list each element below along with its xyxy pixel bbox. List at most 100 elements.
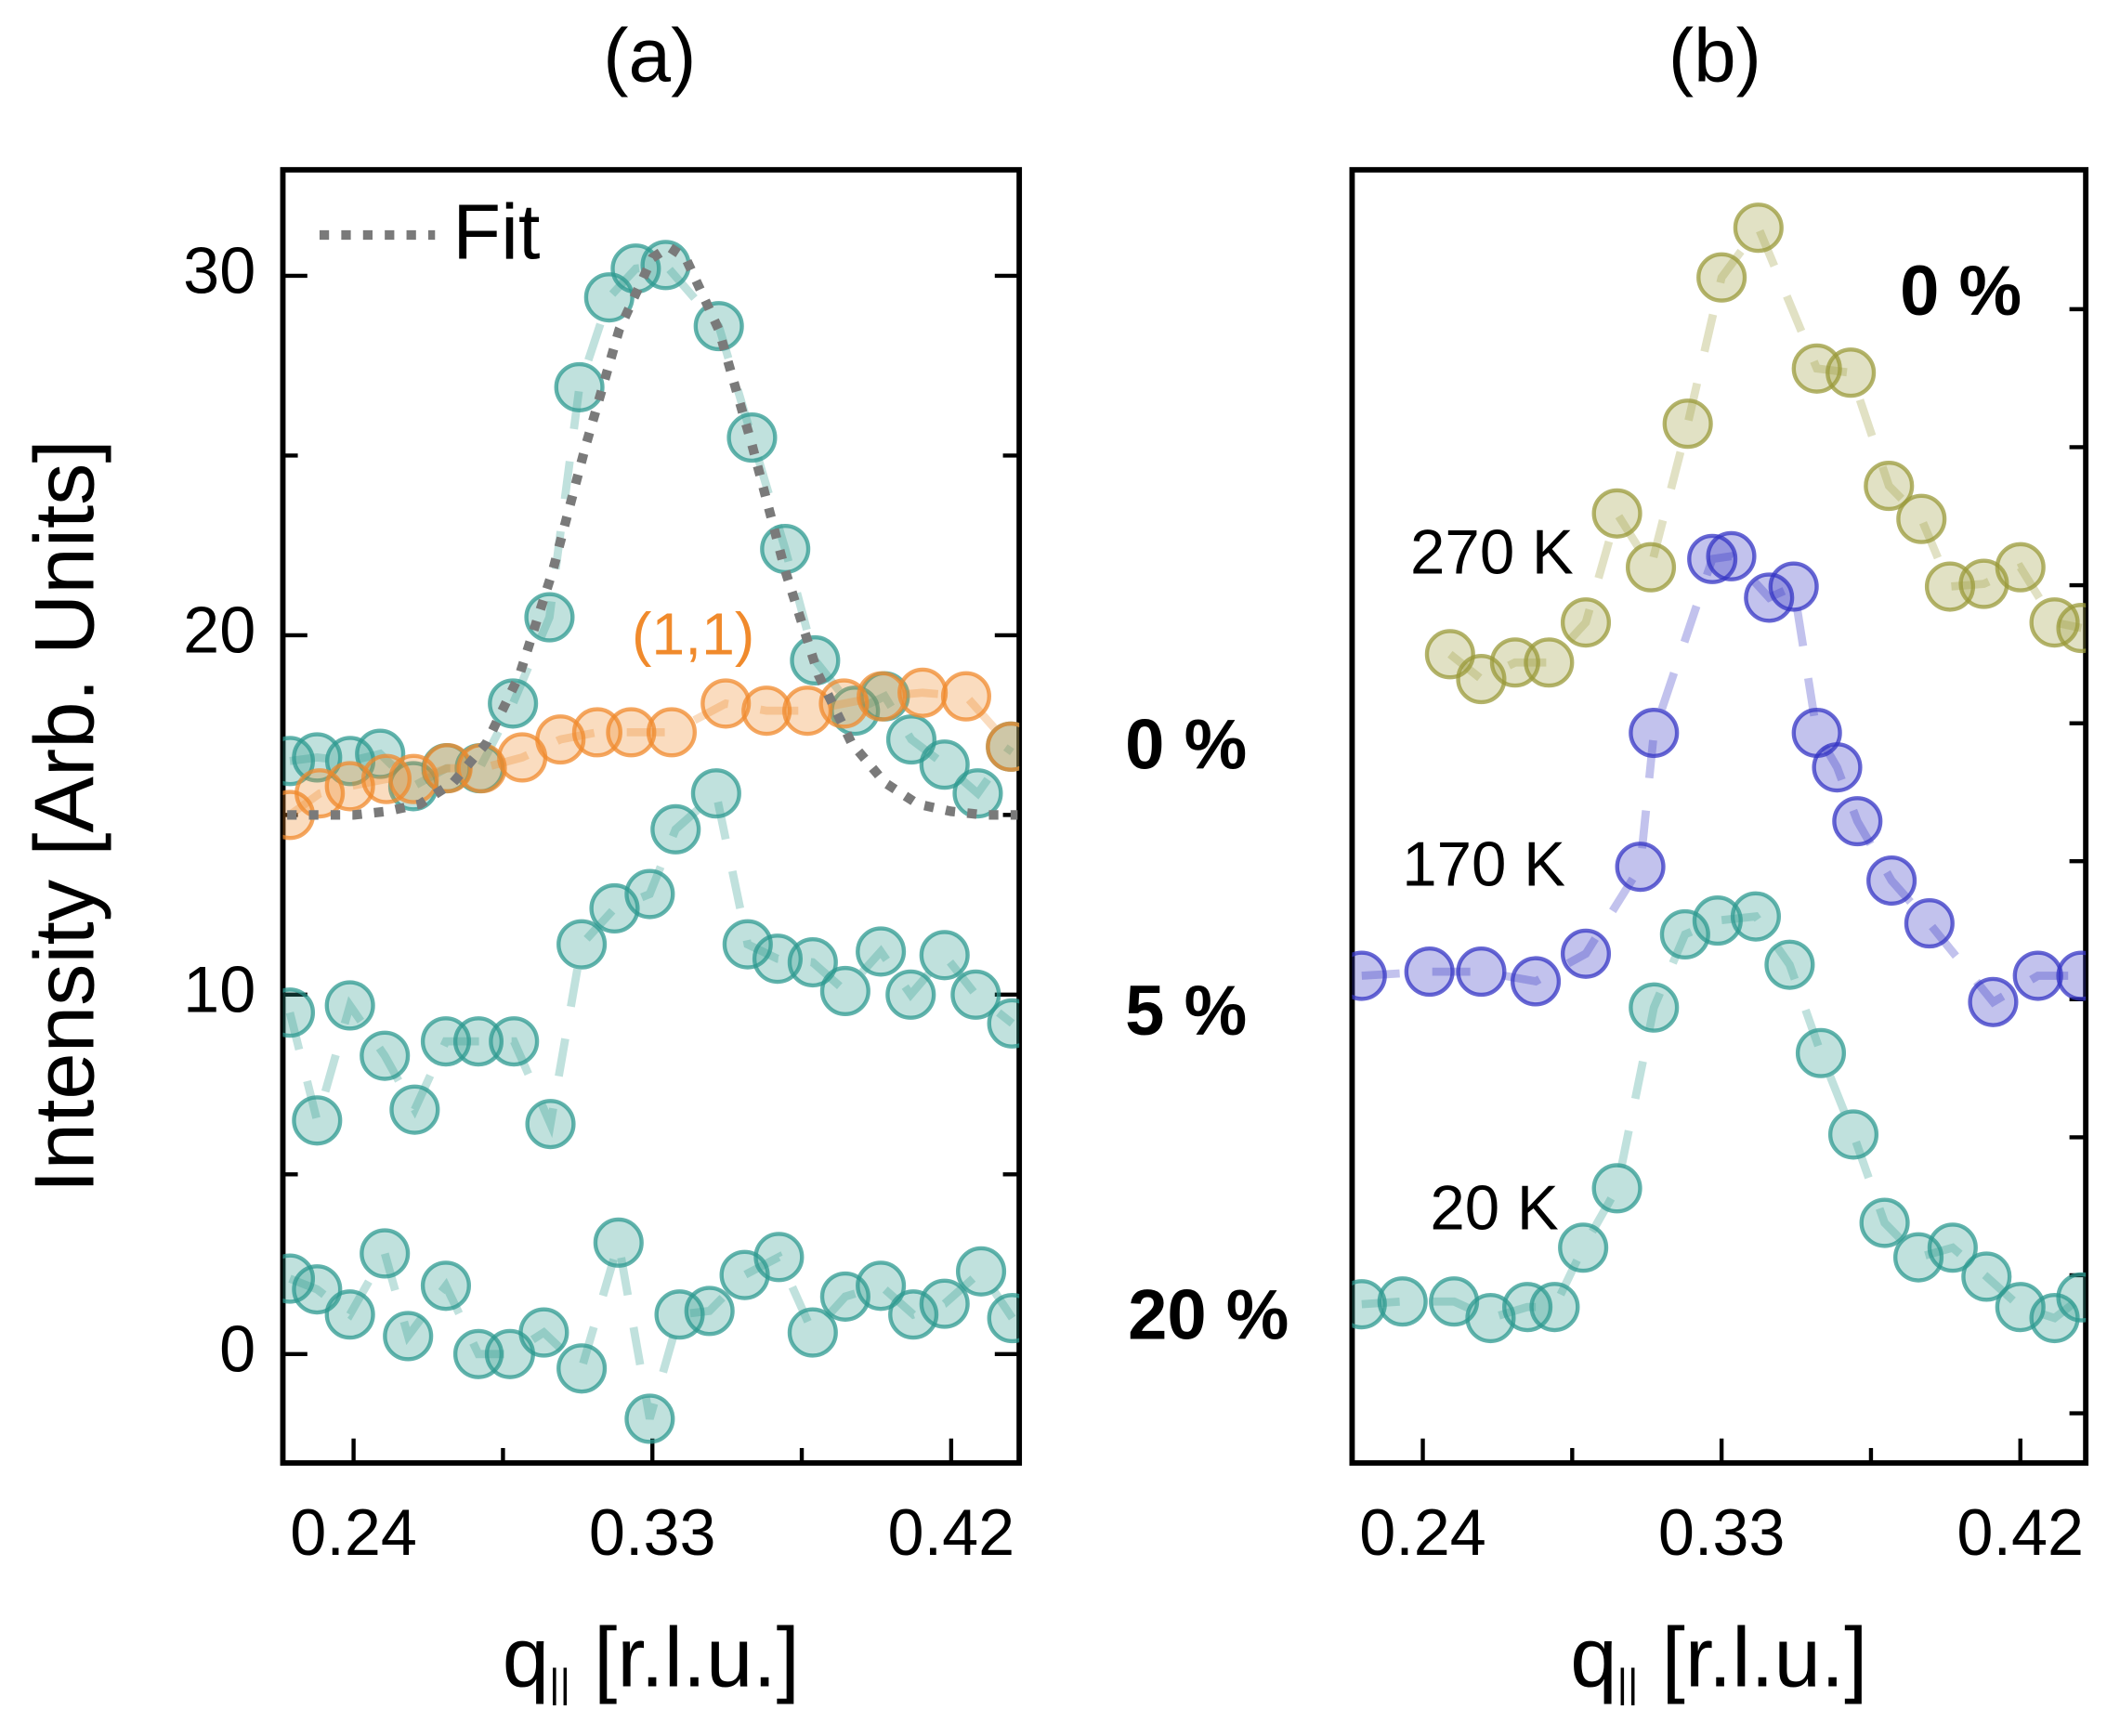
panel-title: (a) (603, 13, 696, 98)
data-point (1560, 597, 1612, 648)
data-point (1456, 946, 1507, 998)
data-point (897, 667, 949, 718)
data-point (1692, 895, 1743, 946)
data-point (1560, 928, 1612, 979)
data-point (700, 678, 752, 729)
y-axis-label: Intensity [Arb. Units] (18, 439, 111, 1193)
data-point (919, 1278, 970, 1329)
y-tick-label: 30 (183, 234, 255, 307)
data-point (292, 1264, 343, 1315)
data-point (1927, 1222, 1978, 1273)
x-label-main: q (1570, 1611, 1616, 1704)
data-point (1744, 572, 1795, 623)
data-point (646, 707, 698, 758)
data-point (1352, 1279, 1387, 1330)
data-point (857, 671, 908, 722)
data-point (1768, 561, 1819, 612)
data-point (1832, 796, 1883, 847)
data-point (1625, 542, 1677, 593)
data-point (885, 714, 937, 765)
data-point (1904, 898, 1955, 949)
data-point (593, 1217, 644, 1268)
series-label: (1,1) (632, 600, 754, 667)
data-point (383, 1311, 434, 1362)
data-point (987, 1293, 1020, 1344)
x-tick-label: 0.33 (1658, 1495, 1786, 1569)
data-point (919, 930, 970, 981)
panel-title: (b) (1669, 13, 1761, 98)
data-point (2056, 1272, 2087, 1323)
data-point (1696, 252, 1747, 303)
series-label: 0 % (1125, 705, 1247, 784)
series-line (1361, 552, 2082, 1008)
series-label: 20 K (1430, 1174, 1559, 1244)
data-point (2056, 603, 2087, 654)
x-axis-label: q|| [r.l.u.] (503, 1611, 800, 1705)
x-tick-label: 0.33 (589, 1495, 716, 1569)
series-line (288, 1241, 1016, 1420)
data-point (640, 240, 691, 291)
series-label: 270 K (1410, 517, 1574, 587)
data-point (1730, 891, 1782, 942)
data-point (1733, 202, 1784, 254)
data-point (1615, 842, 1666, 893)
data-point (360, 753, 412, 804)
data-point (1687, 533, 1738, 584)
data-point (324, 1289, 375, 1340)
data-point (1502, 1282, 1553, 1333)
data-point (1968, 976, 2019, 1027)
data-point (1866, 855, 1917, 907)
data-point (535, 714, 586, 765)
data-point (489, 1016, 540, 1067)
data-point (955, 1246, 1007, 1297)
series-label: 5 % (1125, 972, 1247, 1051)
data-point (294, 768, 346, 819)
data-point (624, 868, 675, 920)
data-point (722, 919, 773, 970)
data-point (488, 678, 539, 729)
data-point (1404, 946, 1455, 998)
data-point (856, 1260, 907, 1312)
data-point (1465, 1292, 1516, 1344)
data-point (360, 1228, 411, 1279)
data-point (1529, 1282, 1580, 1333)
data-point (1859, 1197, 1910, 1248)
data-point (753, 1232, 805, 1283)
data-point (292, 1095, 343, 1146)
data-point (556, 919, 608, 970)
data-point (2056, 950, 2087, 1001)
series-line (289, 260, 1014, 800)
data-point (324, 761, 375, 812)
data-point (940, 671, 992, 722)
data-point (1706, 530, 1757, 581)
x-label-main: q (503, 1611, 549, 1704)
x-tick-label: 0.42 (1956, 1495, 2084, 1569)
data-point (556, 1343, 608, 1394)
x-tick-label: 0.24 (290, 1495, 417, 1569)
series-line (1447, 219, 2083, 685)
data-point (950, 969, 1001, 1020)
data-point (606, 707, 657, 758)
data-point (360, 1030, 411, 1081)
y-tick-label: 0 (219, 1312, 255, 1385)
data-point (624, 1393, 675, 1444)
data-point (1764, 939, 1815, 990)
data-point (1524, 637, 1575, 688)
data-point (525, 1099, 576, 1150)
data-point (1812, 742, 1863, 793)
x-label-after: [r.l.u.] (570, 1611, 800, 1704)
data-point (1629, 707, 1680, 759)
series-line (1361, 912, 2085, 1323)
data-point (324, 980, 375, 1031)
plot-frame (1349, 166, 2089, 1466)
legend-label: Fit (452, 187, 540, 275)
annotation: 0 % (1900, 252, 2022, 331)
data-point (452, 1016, 504, 1067)
x-axis-label: q|| [r.l.u.] (1570, 1611, 1867, 1705)
series-line (285, 785, 1015, 1139)
data-point (1629, 982, 1680, 1033)
data-point (888, 1289, 939, 1340)
data-point (1591, 488, 1642, 539)
data-point (684, 1286, 735, 1337)
data-point (952, 768, 1003, 819)
